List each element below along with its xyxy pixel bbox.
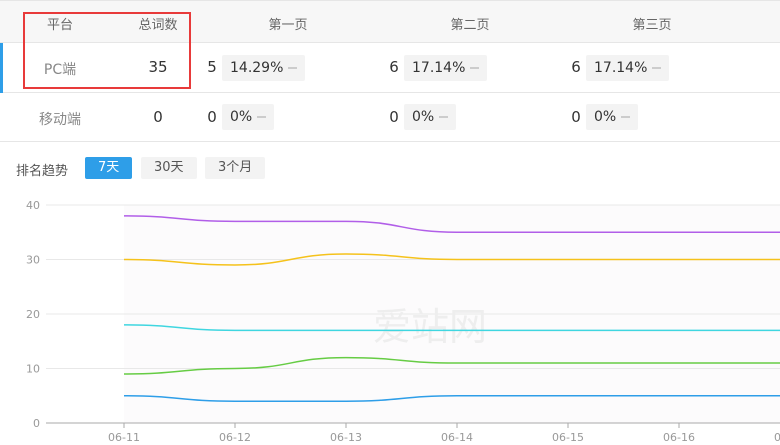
highlight-box [23,12,191,89]
page2-pct-badge: 17.14% [404,55,488,81]
x-tick-label: 06-12 [219,431,251,444]
total-cell: 0 [153,108,163,126]
watermark-logo: 爱站网 [373,305,487,349]
page2-count: 6 [389,58,399,76]
y-tick-label: 0 [33,417,40,430]
x-tick-label: 06-14 [441,431,473,444]
platform-cell: 移动端 [39,112,81,128]
series-line-4 [123,394,780,402]
header-total: 总词数 [138,18,178,33]
x-tick-label: 06-11 [108,431,140,444]
x-tick-label: 06-13 [330,431,362,444]
platform-cell: PC端 [43,62,77,78]
header-page1: 第一页 [268,18,308,33]
rank-trend-chart: 爱站网 0 10 20 30 40 06-11 06-12 06-13 06-14 06-15 06… [26,199,780,444]
page2-pct: 17.14% [412,60,466,76]
table-row-pc[interactable]: PC端 35 5 14.29% 6 17.14% 6 17.14% [0,43,780,93]
page1-pct-badge: 0% [222,104,275,130]
series-line-1 [123,253,780,266]
page3-count: 0 [571,108,581,126]
page3-pct: 17.14% [594,60,648,76]
page1-count: 0 [207,108,217,126]
trend-flat-icon [257,116,267,118]
page3-pct-badge: 17.14% [586,55,670,81]
page1-pct: 0% [230,109,253,125]
page2-count: 0 [389,108,399,126]
total-cell: 35 [148,58,168,76]
range-7d-button[interactable]: 7天 [85,157,133,179]
header-platform: 平台 [46,18,74,33]
y-tick-label: 20 [26,308,40,321]
page3-pct: 0% [594,109,617,125]
header-page3: 第三页 [632,18,672,33]
x-tick-label: 06-16 [663,431,695,444]
x-tick-label: 06-17 [774,431,780,444]
series-line-3 [123,356,780,375]
table-row-mobile[interactable]: 移动端 0 0 0% 0 0% 0 0% [0,93,780,142]
page1-pct: 14.29% [230,60,284,76]
header-page2: 第二页 [450,18,490,33]
table-header: 平台 总词数 第一页 第二页 第三页 [0,0,780,43]
trend-label: 排名趋势 [16,164,69,179]
trend-flat-icon [470,67,480,69]
page1-count: 5 [207,58,217,76]
series-line-0 [123,215,780,233]
trend-flat-icon [288,67,298,69]
range-30d-button[interactable]: 30天 [141,157,197,179]
row-selected-indicator [0,43,3,93]
y-tick-label: 40 [26,199,40,212]
trend-flat-icon [621,116,631,118]
y-tick-label: 10 [26,363,40,376]
page3-count: 6 [571,58,581,76]
range-3m-button[interactable]: 3个月 [205,157,266,179]
page1-pct-badge: 14.29% [222,55,306,81]
trend-flat-icon [439,116,449,118]
page3-pct-badge: 0% [586,104,639,130]
trend-flat-icon [652,67,662,69]
x-tick-label: 06-15 [552,431,584,444]
page2-pct: 0% [412,109,435,125]
page2-pct-badge: 0% [404,104,457,130]
y-tick-label: 30 [26,254,40,267]
series-line-2 [123,324,780,332]
